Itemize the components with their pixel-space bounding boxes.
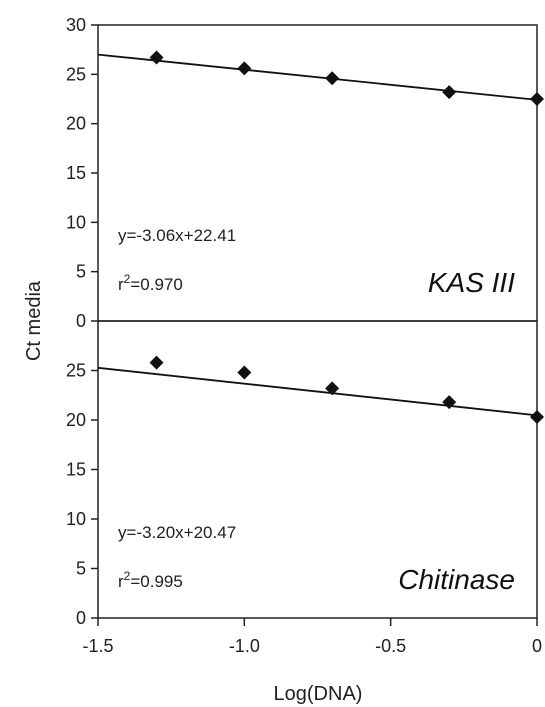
y-tick-label-bottom-0: 0 — [76, 608, 86, 628]
y-axis-title: Ct media — [23, 280, 45, 361]
x-tick-label--0.5: -0.5 — [375, 636, 406, 656]
y-tick-label-top-30: 30 — [66, 15, 86, 35]
y-tick-label-top-5: 5 — [76, 262, 86, 282]
x-axis-ticks: -1.5 -1.0 -0.5 0 — [82, 618, 542, 656]
x-tick-label-0: 0 — [532, 636, 542, 656]
equation-chitinase: y=-3.20x+20.47 — [118, 523, 236, 542]
x-tick-label--1.5: -1.5 — [82, 636, 113, 656]
y-axis-ticks-top: 0 5 10 15 20 25 30 — [66, 15, 98, 331]
y-tick-label-bottom-25: 25 — [66, 361, 86, 381]
y-tick-label-top-0: 0 — [76, 311, 86, 331]
gene-label-kas-iii: KAS III — [428, 267, 515, 298]
data-point-chitinase-3 — [325, 381, 340, 396]
fit-line-chitinase — [97, 366, 538, 417]
panel-chitinase: 0 5 10 15 20 25 y=-3.20x+20.47 r2=0.995 Chiti… — [66, 320, 544, 628]
y-tick-label-bottom-10: 10 — [66, 509, 86, 529]
y-tick-label-top-25: 25 — [66, 64, 86, 84]
data-point-kas-iii-4 — [442, 85, 457, 100]
r-squared-kas-iii: r2=0.970 — [118, 272, 183, 294]
fit-line-kas-iii — [97, 53, 538, 101]
y-tick-label-top-20: 20 — [66, 114, 86, 134]
equation-kas-iii: y=-3.06x+22.41 — [118, 226, 236, 245]
y-tick-label-top-10: 10 — [66, 212, 86, 232]
data-point-chitinase-4 — [442, 395, 457, 410]
panel-kas-iii: 0 5 10 15 20 25 30 y=-3.06x+22.41 r2=0.970 KAS… — [66, 15, 544, 331]
x-axis-title: Log(DNA) — [274, 683, 363, 705]
data-point-chitinase-1 — [149, 355, 164, 370]
y-tick-label-top-15: 15 — [66, 163, 86, 183]
x-tick-label--1.0: -1.0 — [229, 636, 260, 656]
y-tick-label-bottom-20: 20 — [66, 410, 86, 430]
r-squared-chitinase: r2=0.995 — [118, 569, 183, 591]
y-axis-ticks-bottom: 0 5 10 15 20 25 — [66, 361, 98, 628]
data-point-kas-iii-1 — [149, 50, 164, 65]
y-tick-label-bottom-15: 15 — [66, 460, 86, 480]
y-tick-label-bottom-5: 5 — [76, 559, 86, 579]
data-point-kas-iii-2 — [237, 61, 252, 76]
data-point-chitinase-2 — [237, 365, 252, 380]
data-points-kas-iii — [149, 50, 544, 106]
data-points-chitinase — [149, 355, 544, 425]
data-point-chitinase-5 — [530, 410, 544, 425]
gene-label-chitinase: Chitinase — [398, 564, 515, 595]
data-point-kas-iii-3 — [325, 71, 340, 86]
data-point-kas-iii-5 — [530, 92, 544, 106]
